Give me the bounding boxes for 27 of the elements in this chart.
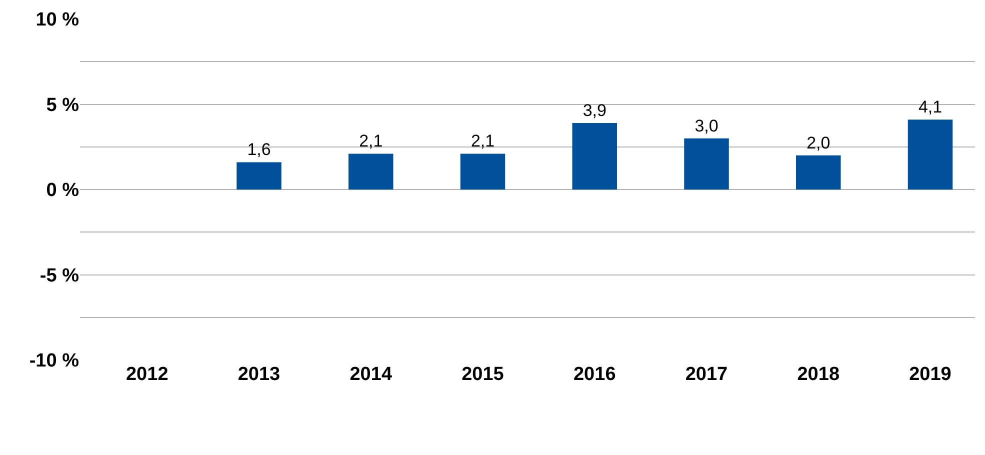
data-label: 2,1: [359, 132, 383, 151]
x-tick-label: 2012: [126, 364, 168, 385]
bar: [572, 123, 617, 190]
bar: [796, 155, 841, 190]
y-tick-label: -10 %: [29, 350, 80, 372]
x-tick-label: 2017: [685, 364, 728, 385]
y-tick-label: 5 %: [46, 94, 80, 116]
bar: [460, 154, 506, 190]
y-tick-label: 0 %: [46, 180, 80, 202]
data-label: 1,6: [247, 140, 271, 160]
data-label: 3,0: [694, 116, 718, 136]
y-tick-label: -5 %: [40, 265, 80, 286]
data-label: 3,9: [582, 101, 606, 120]
data-label: 4,1: [918, 98, 942, 117]
x-tick-label: 2014: [350, 364, 392, 385]
y-tick-label: 10 %: [36, 10, 80, 31]
bar: [684, 138, 729, 190]
bar: [908, 120, 953, 190]
x-tick-label: 2019: [909, 364, 952, 385]
bar: [236, 162, 282, 190]
data-label: 2,0: [806, 133, 830, 152]
x-tick-label: 2013: [238, 364, 280, 385]
bar: [348, 154, 394, 190]
x-tick-label: 2016: [573, 364, 616, 385]
x-tick-label: 2015: [462, 364, 504, 385]
x-tick-label: 2018: [797, 364, 840, 385]
data-label: 2,1: [470, 132, 495, 151]
